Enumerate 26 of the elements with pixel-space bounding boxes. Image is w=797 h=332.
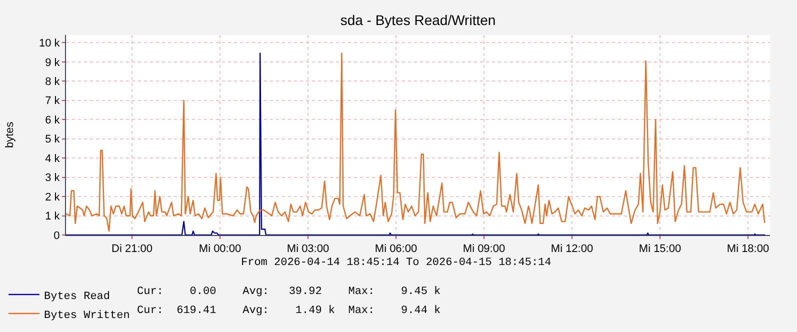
y-tick-label: 7 k — [45, 95, 60, 108]
y-tick-label: 0 — [54, 230, 60, 242]
x-tick-label: Mi 00:00 — [198, 243, 242, 256]
x-tick-label: Mi 12:00 — [550, 243, 594, 256]
x-tick-label: Mi 18:00 — [726, 243, 770, 256]
y-tick-label: 2 k — [45, 191, 60, 204]
y-tick-label: 8 k — [45, 76, 60, 88]
text: From 2026-04-14 18:45:14 To 2026-04-15 18:45:14 — [241, 257, 552, 269]
y-axis-title: bytes — [4, 121, 16, 148]
y-tick-label: 9 k — [45, 56, 60, 69]
y-tick-label: 10 k — [39, 38, 60, 50]
legend-label: Bytes Written — [44, 310, 130, 322]
y-tick-label: 3 k — [45, 172, 60, 184]
x-tick-label: Mi 03:00 — [286, 243, 330, 256]
text: Cur: 619.41 Avg: 1.49 k Max: 9.44 k — [137, 305, 442, 317]
x-tick-label: Mi 15:00 — [638, 243, 682, 256]
y-tick-label: 4 k — [45, 152, 60, 165]
y-tick-label: 6 k — [45, 114, 60, 126]
y-tick-label: 1 k — [45, 210, 60, 223]
y-tick-label: 5 k — [45, 134, 60, 146]
text: Cur: 0.00 Avg: 39.92 Max: 9.45 k — [137, 286, 442, 298]
chart-title: sda - Bytes Read/Written — [340, 12, 496, 28]
x-tick-label: Di 21:00 — [112, 243, 152, 256]
legend-label: Bytes Read — [44, 290, 110, 303]
x-tick-label: Mi 06:00 — [374, 243, 418, 256]
x-tick-label: Mi 09:00 — [462, 243, 506, 256]
